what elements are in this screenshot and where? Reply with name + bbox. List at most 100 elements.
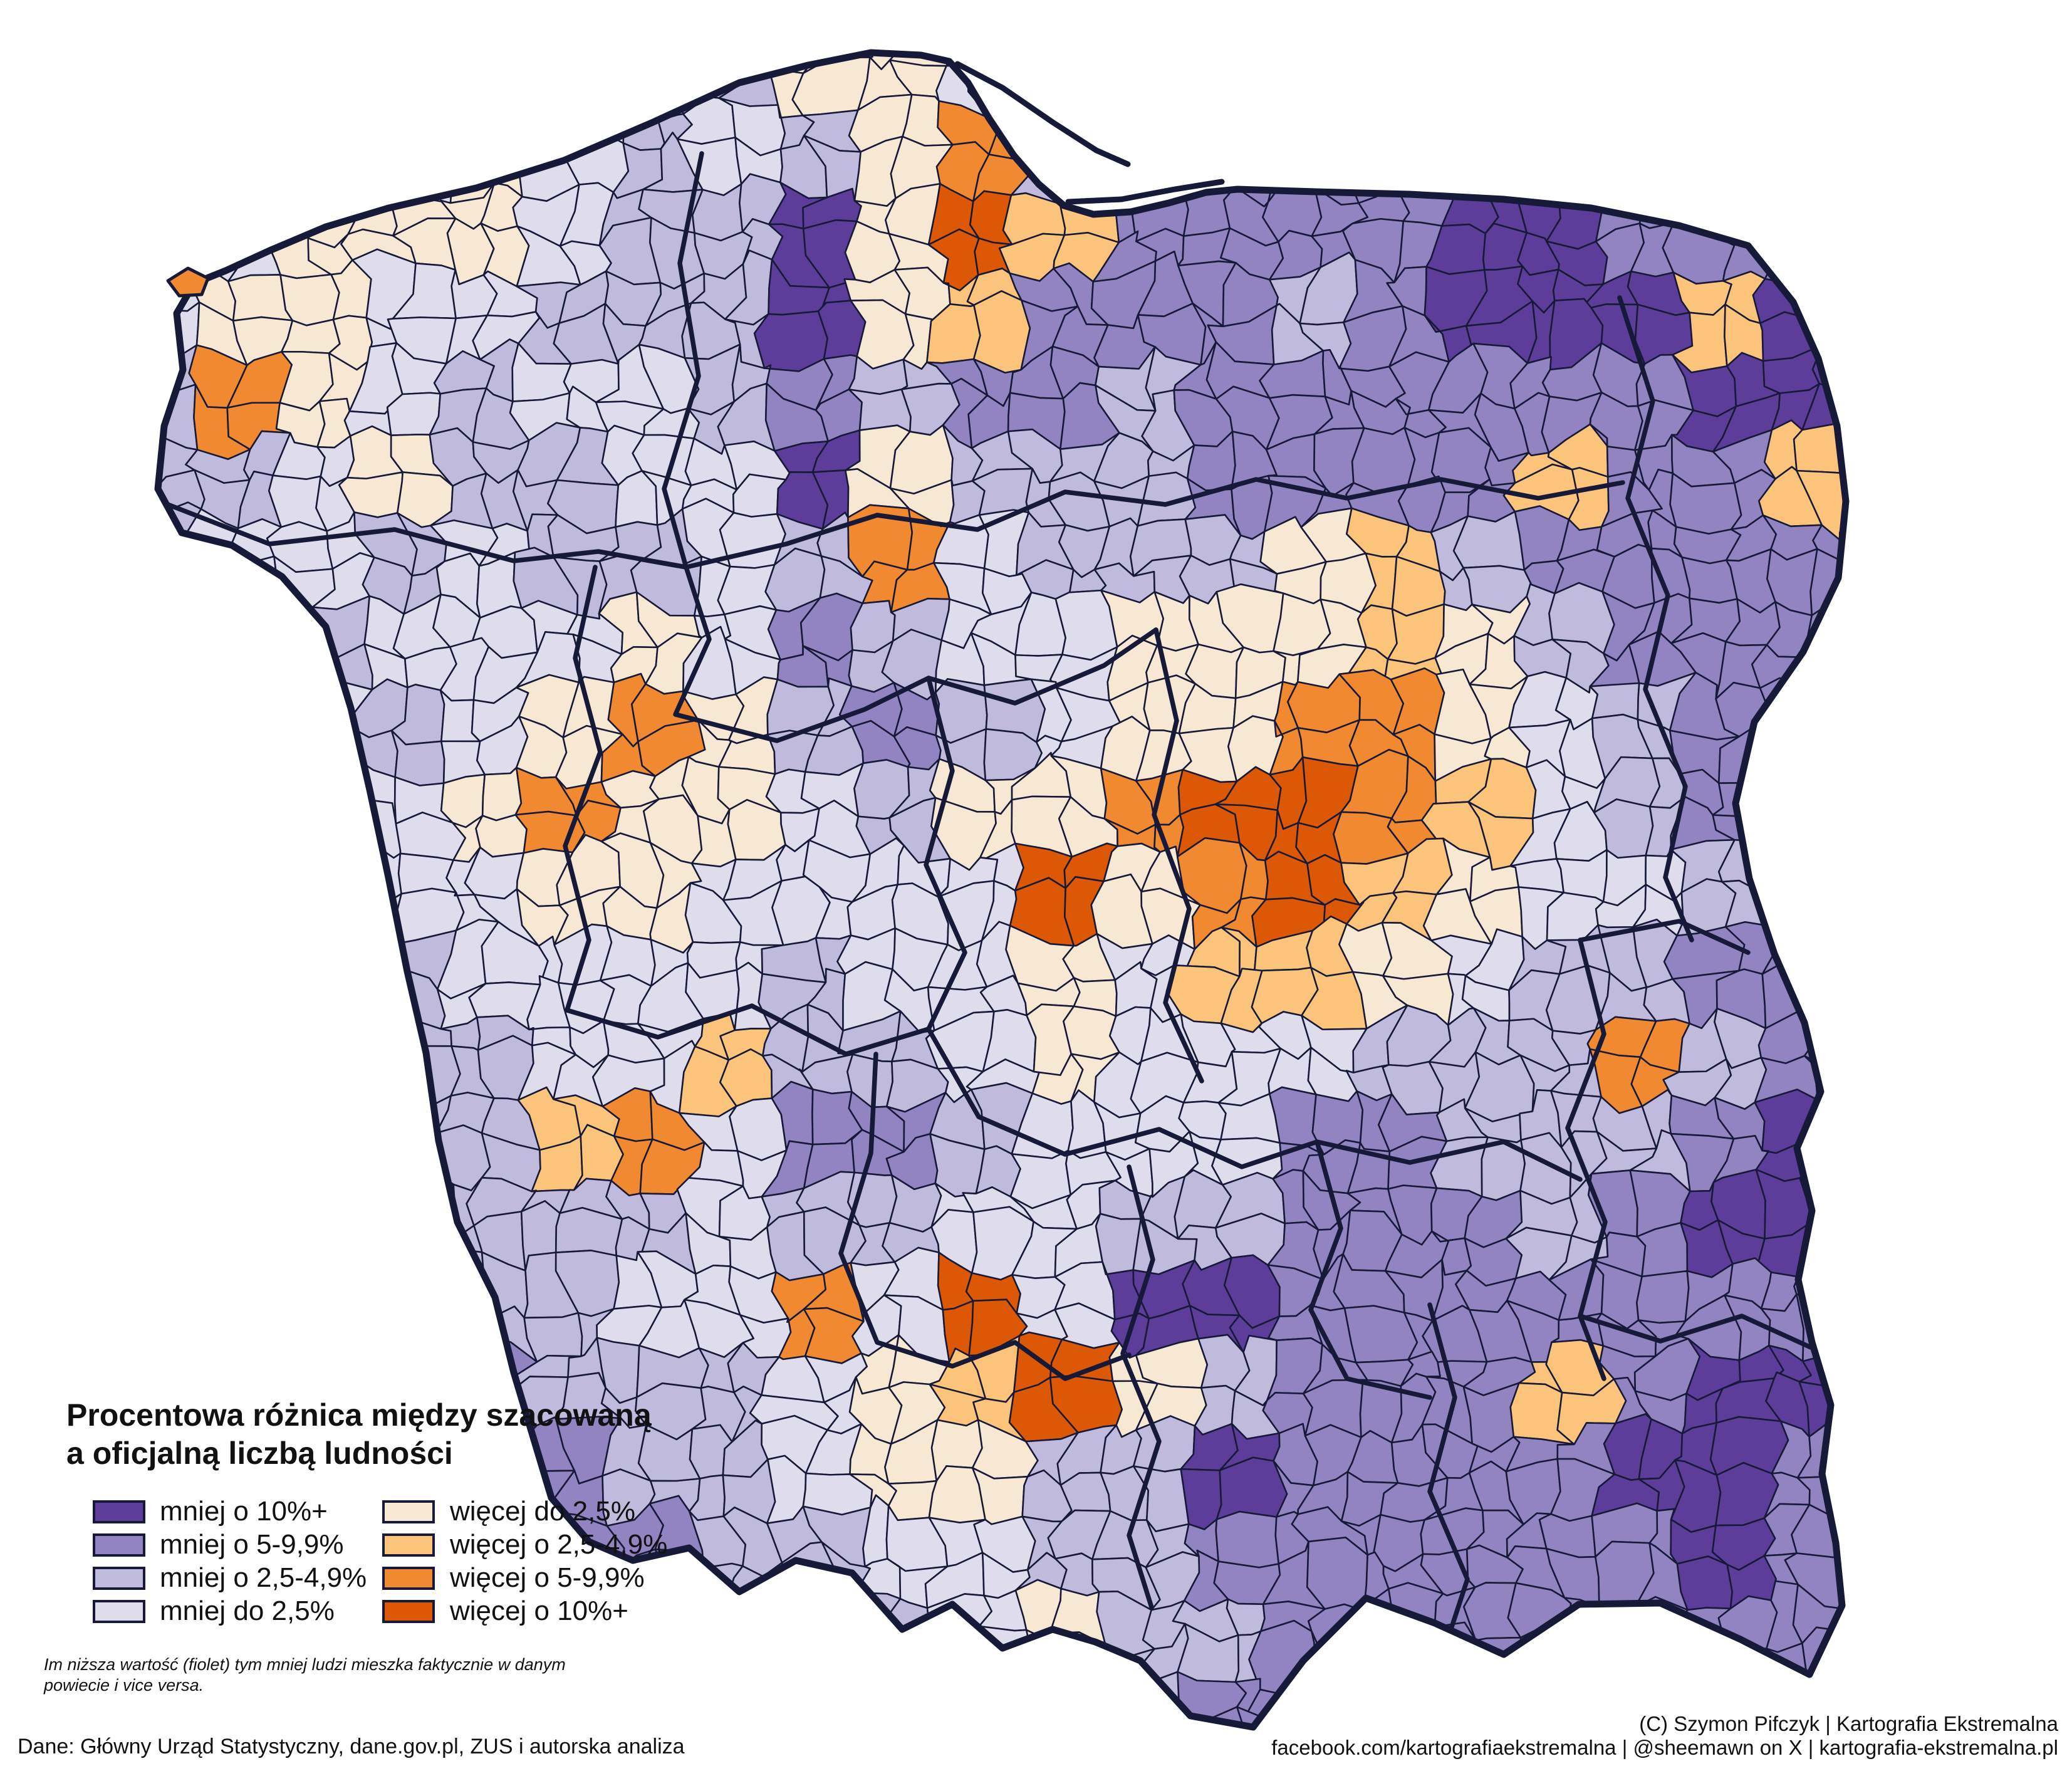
powiat-cell <box>266 1335 321 1392</box>
powiat-cell <box>1672 156 1734 196</box>
powiat-cell <box>2008 1133 2055 1184</box>
powiat-cell <box>1981 176 2028 242</box>
powiat-cell <box>1901 804 1923 844</box>
powiat-cell <box>1964 1087 2024 1137</box>
powiat-cell <box>1844 962 1846 1033</box>
powiat-cell <box>972 290 1031 374</box>
powiat-cell <box>2035 389 2072 451</box>
powiat-cell <box>2001 1047 2056 1087</box>
powiat-cell <box>100 1339 155 1395</box>
powiat-cell <box>158 103 211 154</box>
powiat-cell <box>184 919 251 981</box>
powiat-cell <box>1877 1340 1935 1393</box>
powiat-cell <box>1921 1513 1968 1555</box>
powiat-cell <box>1884 692 1934 731</box>
powiat-cell <box>180 556 251 618</box>
powiat-cell <box>102 399 156 435</box>
powiat-cell <box>2050 228 2072 279</box>
powiat-cell <box>158 1092 193 1157</box>
powiat-cell <box>1728 53 1757 68</box>
powiat-cell <box>1101 1711 1161 1727</box>
powiat-cell <box>1835 1182 1846 1238</box>
powiat-cell <box>1099 100 1160 152</box>
powiat-cell <box>1755 715 1804 769</box>
powiat-cell <box>232 201 275 244</box>
powiat-cell <box>1834 641 1846 699</box>
powiat-cell <box>1892 719 1929 776</box>
powiat-cell <box>224 677 283 749</box>
powiat-cell <box>1964 521 2023 561</box>
powiat-cell <box>1507 53 1551 68</box>
powiat-cell <box>1256 71 1312 111</box>
author-credit-line2: facebook.com/kartografiaekstremalna | @s… <box>1271 1736 2058 1759</box>
powiat-cell <box>1974 274 2015 325</box>
powiat-cell <box>1959 1516 2029 1564</box>
powiat-cell <box>158 681 204 740</box>
powiat-cell <box>1809 59 1846 103</box>
powiat-cell <box>394 1183 456 1237</box>
powiat-cell <box>1877 303 1936 369</box>
powiat-cell <box>1920 678 1988 728</box>
powiat-cell <box>158 1048 163 1104</box>
powiat-cell <box>320 1255 371 1319</box>
powiat-cell <box>202 65 253 108</box>
powiat-cell <box>363 53 415 125</box>
powiat-cell <box>1920 979 1979 1010</box>
powiat-cell <box>2010 1340 2063 1408</box>
powiat-cell <box>1918 1213 1974 1278</box>
powiat-cell <box>1793 422 1846 475</box>
powiat-cell <box>511 53 576 68</box>
powiat-cell <box>232 749 291 824</box>
powiat-cell <box>183 1301 245 1350</box>
powiat-cell <box>1800 888 1846 936</box>
powiat-cell <box>427 1292 489 1349</box>
powiat-cell <box>811 1634 867 1691</box>
powiat-cell <box>230 1307 286 1354</box>
powiat-cell <box>1175 71 1239 117</box>
powiat-cell <box>1096 53 1149 81</box>
powiat-cell <box>307 93 367 155</box>
powiat-cell <box>1422 53 1481 118</box>
powiat-cell <box>1895 1465 1944 1515</box>
powiat-cell <box>201 1226 249 1270</box>
powiat-cell <box>1917 803 1972 856</box>
powiat-cell <box>108 980 154 1023</box>
powiat-cell <box>1829 140 1846 192</box>
powiat-cell <box>434 107 504 164</box>
powiat-cell <box>2004 1171 2066 1233</box>
powiat-cell <box>317 1049 353 1109</box>
powiat-cell <box>103 175 152 240</box>
powiat-cell <box>2044 762 2072 822</box>
powiat-cell <box>1799 177 1846 226</box>
powiat-cell <box>395 100 447 152</box>
powiat-cell <box>1422 53 1486 66</box>
powiat-cell <box>1882 99 1945 154</box>
legend-label-0: mniej o 10%+ <box>160 1496 328 1527</box>
powiat-cell <box>158 547 162 619</box>
powiat-cell <box>308 1132 369 1181</box>
powiat-cell <box>277 1310 322 1354</box>
powiat-cell <box>1228 71 1269 119</box>
powiat-cell <box>309 1335 354 1396</box>
powiat-cell <box>1885 274 1936 315</box>
powiat-cell <box>1967 1549 2028 1604</box>
powiat-cell <box>1232 108 1269 149</box>
powiat-cell <box>1546 61 1616 125</box>
powiat-cell <box>806 1708 865 1727</box>
powiat-cell <box>718 1592 789 1651</box>
powiat-cell <box>1055 1706 1115 1727</box>
powiat-cell <box>1968 28 2019 75</box>
powiat-cell <box>1392 140 1446 182</box>
powiat-cell <box>1628 94 1699 162</box>
powiat-cell <box>1143 53 1196 81</box>
powiat-cell <box>1980 485 2009 535</box>
powiat-cell <box>1405 100 1439 147</box>
powiat-cell <box>1755 60 1812 115</box>
powiat-cell <box>1935 550 1979 610</box>
powiat-cell <box>319 839 376 903</box>
powiat-cell <box>233 608 289 645</box>
powiat-cell <box>1346 53 1403 78</box>
powiat-cell <box>1756 797 1820 850</box>
powiat-cell <box>189 628 237 693</box>
powiat-cell <box>224 1012 280 1060</box>
